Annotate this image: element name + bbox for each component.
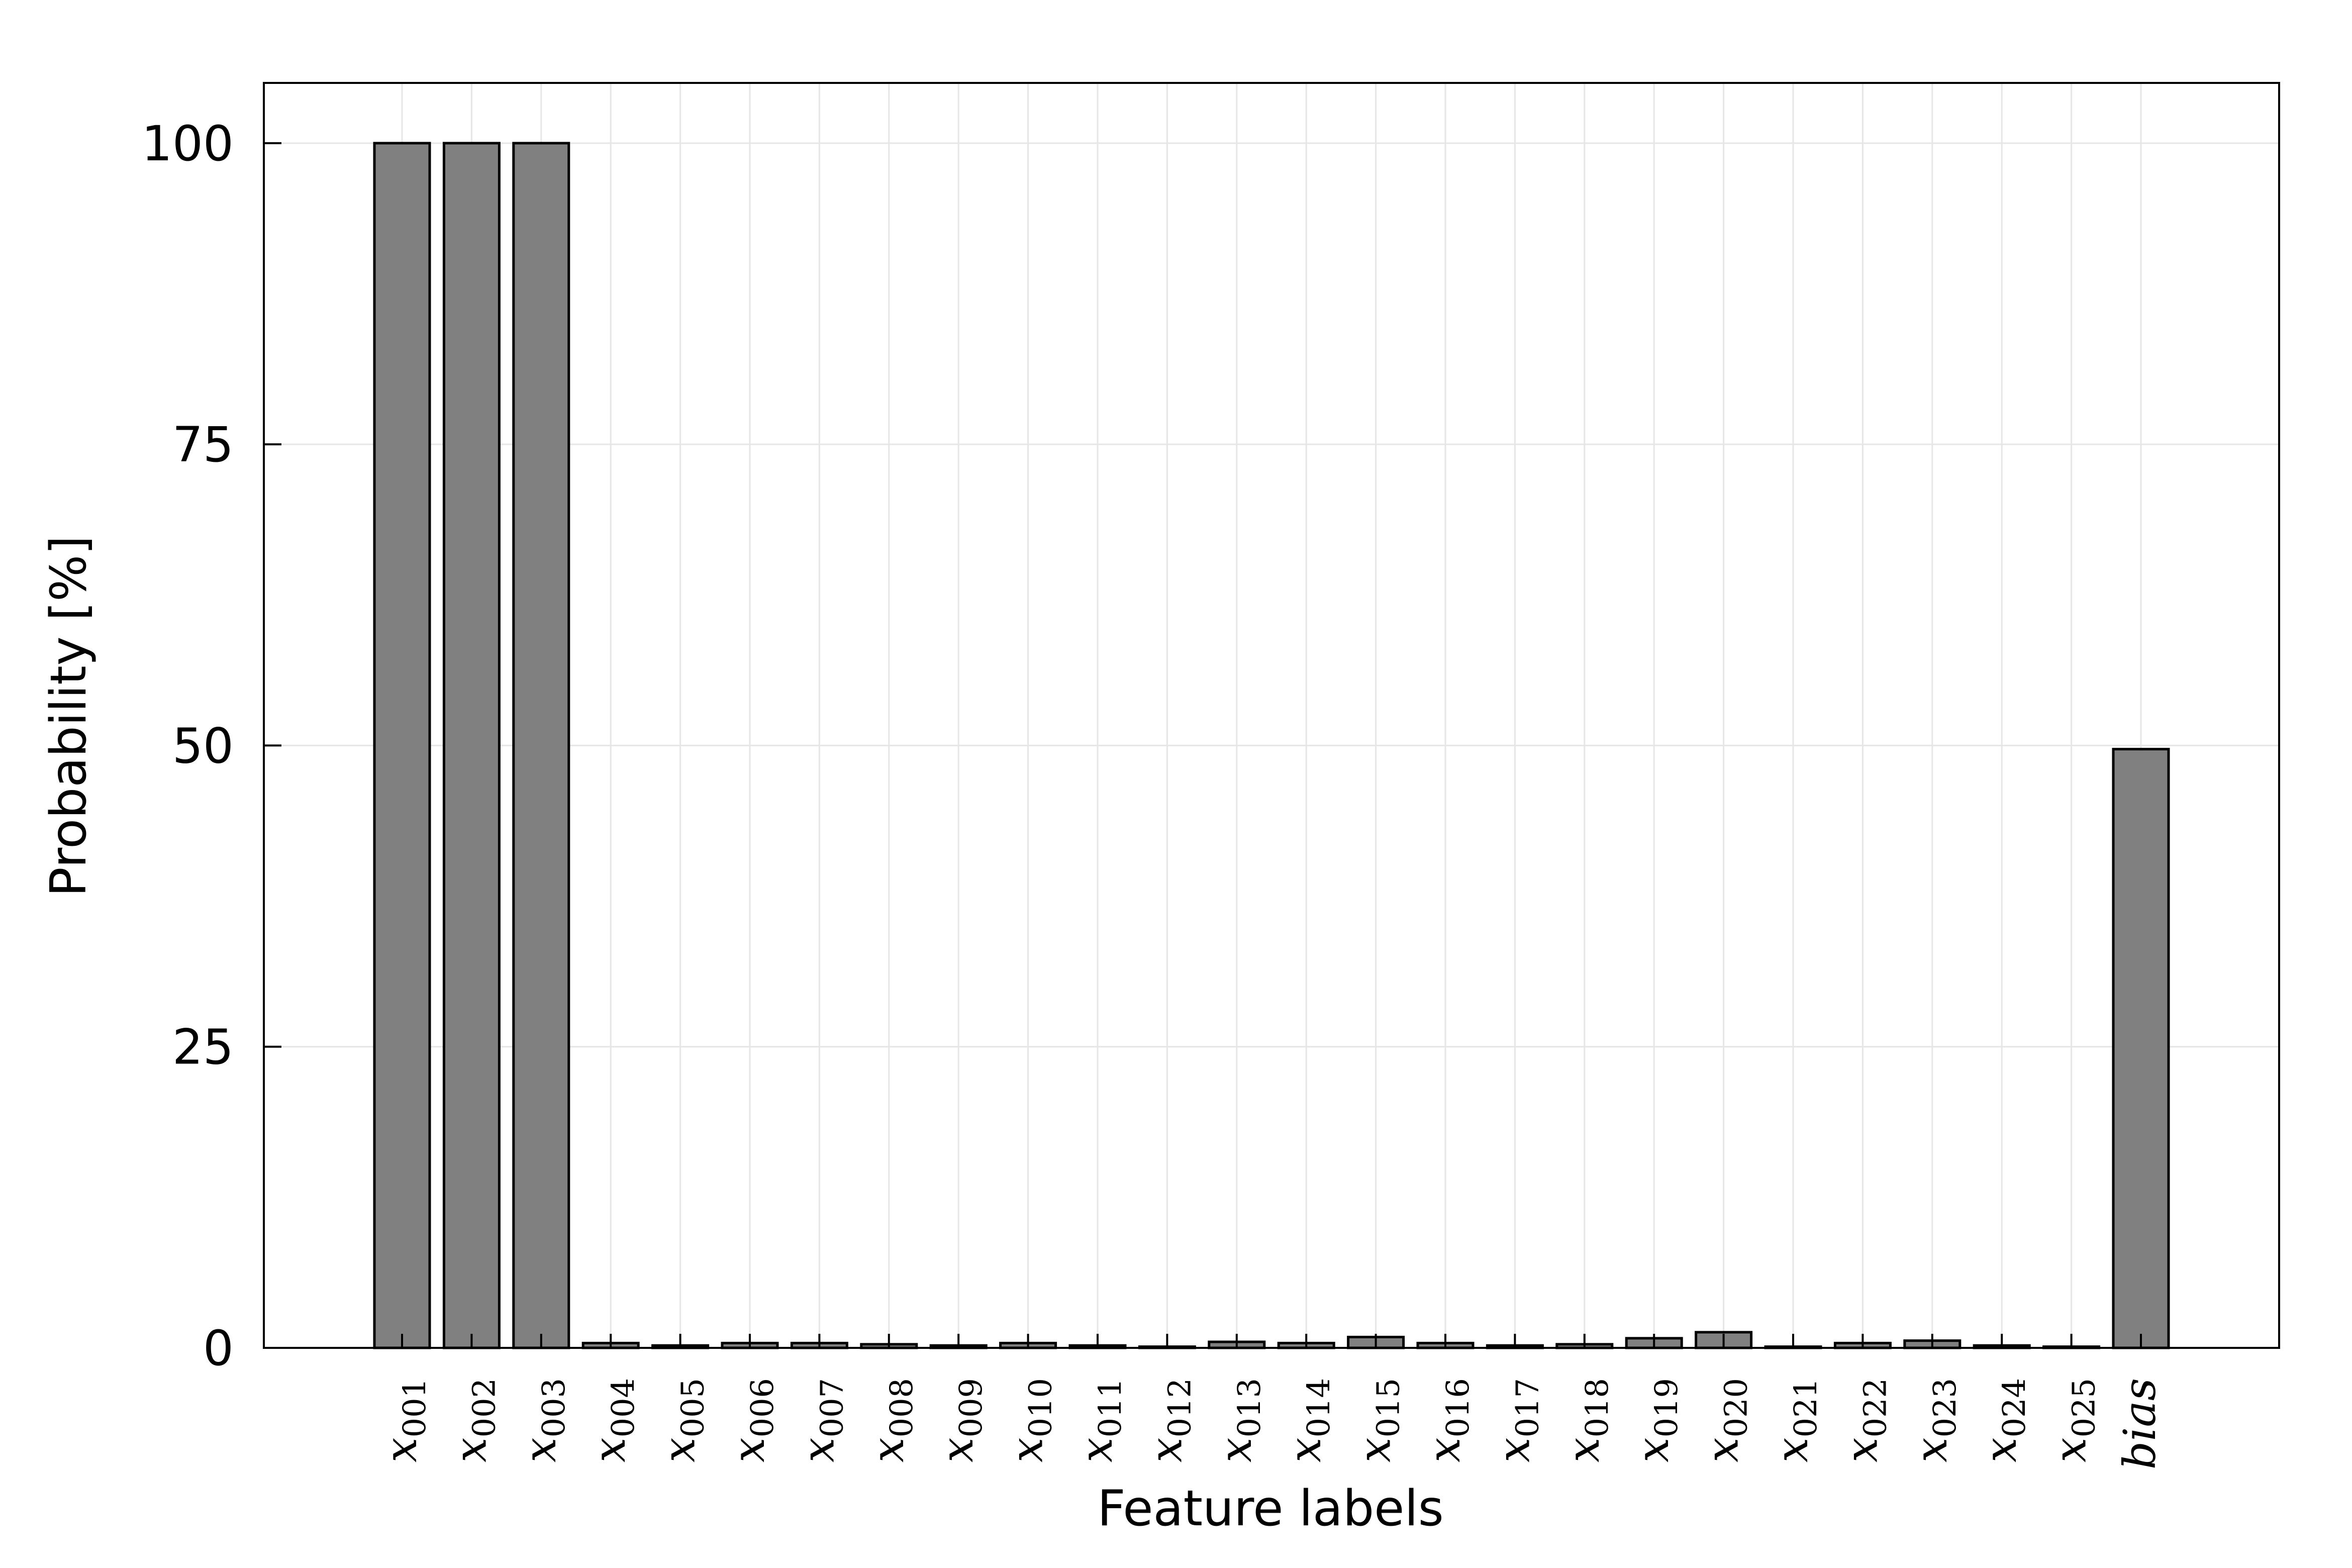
x-tick-label: x006 bbox=[723, 1378, 780, 1462]
x-axis: x001x002x003x004x005x006x007x008x009x010… bbox=[375, 1334, 2166, 1469]
x-tick-label-subscript: 021 bbox=[1787, 1378, 1824, 1437]
x-tick-label-subscript: 001 bbox=[396, 1378, 433, 1437]
x-tick-label-subscript: 009 bbox=[952, 1378, 989, 1437]
x-tick-label-base: x bbox=[1488, 1437, 1539, 1462]
x-tick-label-subscript: 008 bbox=[883, 1378, 920, 1437]
x-tick-label: x020 bbox=[1697, 1378, 1754, 1462]
x-tick-label-subscript: 014 bbox=[1300, 1378, 1337, 1437]
x-tick-label-subscript: 015 bbox=[1370, 1378, 1407, 1437]
x-tick-label: x009 bbox=[931, 1378, 989, 1462]
x-tick-label-subscript: 024 bbox=[1996, 1378, 2032, 1437]
x-tick-label-base: x bbox=[1557, 1437, 1609, 1462]
y-tick-label: 0 bbox=[203, 1320, 234, 1377]
bars bbox=[373, 142, 2170, 1349]
x-tick-label-base: bias bbox=[2114, 1378, 2166, 1469]
x-tick-label-base: x bbox=[514, 1437, 566, 1462]
plot-frame bbox=[263, 82, 2280, 1349]
x-tick-label: x018 bbox=[1557, 1378, 1615, 1462]
x-tick-label-base: x bbox=[1835, 1437, 1887, 1462]
x-tick-label-base: x bbox=[1627, 1437, 1679, 1462]
x-tick-label: x024 bbox=[1975, 1378, 2032, 1462]
x-tick-label: x016 bbox=[1418, 1378, 1476, 1462]
x-tick-label: x005 bbox=[653, 1378, 711, 1462]
x-tick-label-base: x bbox=[723, 1437, 774, 1462]
x-tick-label-base: x bbox=[1418, 1437, 1470, 1462]
x-tick-label: x011 bbox=[1070, 1378, 1128, 1462]
y-tick-label: 100 bbox=[142, 116, 234, 172]
x-tick-label: x012 bbox=[1140, 1378, 1198, 1462]
x-tick-label-subscript: 011 bbox=[1092, 1378, 1128, 1437]
x-tick-label-base: x bbox=[2044, 1437, 2096, 1462]
x-tick-label: x002 bbox=[444, 1378, 502, 1462]
x-tick-label-subscript: 006 bbox=[744, 1378, 780, 1437]
x-tick-label-base: x bbox=[583, 1437, 635, 1462]
x-tick-label: x014 bbox=[1279, 1378, 1337, 1462]
x-tick-label-base: x bbox=[862, 1437, 914, 1462]
x-tick-label-base: x bbox=[444, 1437, 496, 1462]
x-tick-label-subscript: 012 bbox=[1161, 1378, 1198, 1437]
x-tick-label-subscript: 004 bbox=[605, 1378, 641, 1437]
x-tick-label: x007 bbox=[792, 1378, 850, 1462]
x-tick-label-base: x bbox=[375, 1437, 427, 1462]
bar bbox=[373, 142, 431, 1349]
x-tick-label-base: x bbox=[1001, 1437, 1053, 1462]
x-tick-label: x015 bbox=[1349, 1378, 1407, 1462]
x-tick-label: x022 bbox=[1835, 1378, 1893, 1462]
y-tick-label: 75 bbox=[172, 417, 234, 473]
x-tick-label-subscript: 007 bbox=[813, 1378, 850, 1437]
x-tick-label: x021 bbox=[1766, 1378, 1824, 1462]
x-tick-label-base: x bbox=[1697, 1437, 1748, 1462]
x-tick-label-subscript: 025 bbox=[2066, 1378, 2102, 1437]
x-tick-label-subscript: 005 bbox=[674, 1378, 711, 1437]
x-tick-label-subscript: 019 bbox=[1648, 1378, 1685, 1437]
x-tick-label-subscript: 017 bbox=[1509, 1378, 1545, 1437]
x-tick-label-base: x bbox=[1905, 1437, 1957, 1462]
x-tick-label: x004 bbox=[583, 1378, 641, 1462]
x-axis-title: Feature labels bbox=[1097, 1480, 1444, 1537]
x-tick-label-subscript: 018 bbox=[1579, 1378, 1615, 1437]
x-tick-label: x023 bbox=[1905, 1378, 1963, 1462]
x-tick-label-base: x bbox=[1210, 1437, 1261, 1462]
x-tick-label-base: x bbox=[1766, 1437, 1818, 1462]
x-tick-label: x025 bbox=[2044, 1378, 2102, 1462]
x-tick-label: x003 bbox=[514, 1378, 572, 1462]
x-tick-label: x008 bbox=[862, 1378, 920, 1462]
x-tick-label-base: x bbox=[1279, 1437, 1331, 1462]
y-axis: 0 25 50 75 100 bbox=[142, 116, 281, 1377]
y-axis-title: Probability [%] bbox=[40, 536, 97, 897]
x-tick-label: x017 bbox=[1488, 1378, 1545, 1462]
bar bbox=[512, 142, 570, 1349]
bar bbox=[442, 142, 501, 1349]
x-tick-label-base: x bbox=[653, 1437, 705, 1462]
x-tick-label: x010 bbox=[1001, 1378, 1059, 1462]
x-tick-label-subscript: 010 bbox=[1022, 1378, 1059, 1437]
x-tick-label-base: x bbox=[1140, 1437, 1192, 1462]
x-tick-label: x013 bbox=[1210, 1378, 1267, 1462]
x-tick-label-base: x bbox=[792, 1437, 844, 1462]
x-tick-label-base: x bbox=[1349, 1437, 1401, 1462]
x-tick-label: bias bbox=[2114, 1378, 2166, 1469]
x-tick-label-subscript: 002 bbox=[465, 1378, 502, 1437]
x-tick-label: x019 bbox=[1627, 1378, 1685, 1462]
x-tick-label-subscript: 020 bbox=[1718, 1378, 1754, 1437]
x-tick-label-base: x bbox=[1070, 1437, 1122, 1462]
x-tick-label-subscript: 016 bbox=[1439, 1378, 1476, 1437]
bar bbox=[2112, 748, 2170, 1349]
x-tick-label-base: x bbox=[1975, 1437, 2026, 1462]
x-tick-label-subscript: 013 bbox=[1231, 1378, 1267, 1437]
y-tick-label: 25 bbox=[172, 1019, 234, 1075]
x-tick-label-base: x bbox=[931, 1437, 983, 1462]
x-tick-label-subscript: 022 bbox=[1856, 1378, 1893, 1437]
x-tick-label-subscript: 023 bbox=[1926, 1378, 1963, 1437]
x-tick-label-subscript: 003 bbox=[535, 1378, 572, 1437]
y-tick-label: 50 bbox=[172, 718, 234, 774]
x-tick-label: x001 bbox=[375, 1378, 433, 1462]
